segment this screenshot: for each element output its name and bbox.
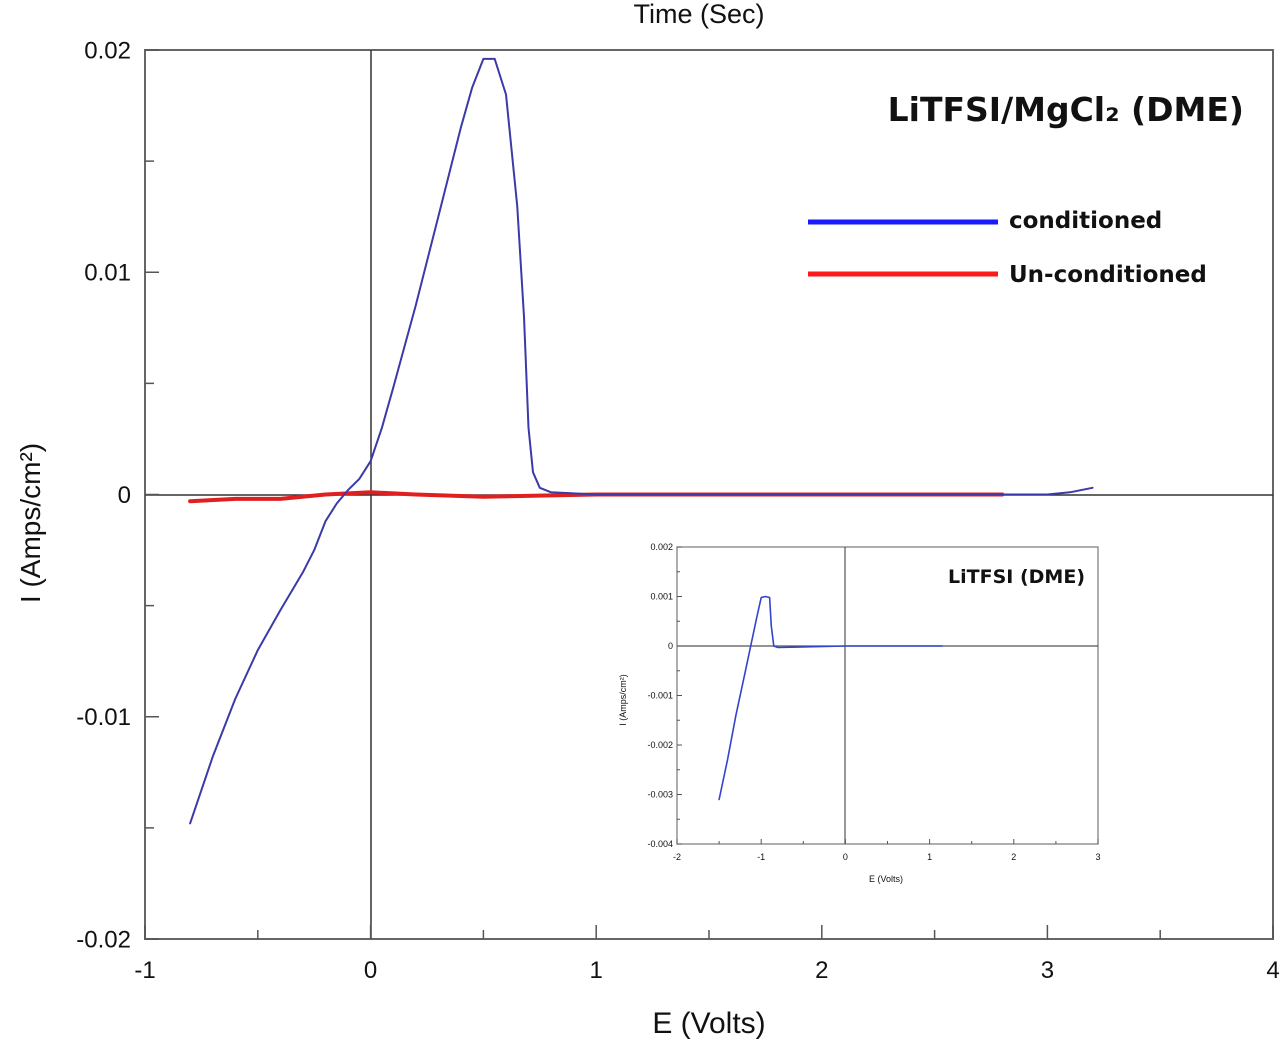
y-tick-label: -0.001 bbox=[647, 691, 673, 701]
inset-x-axis-label: E (Volts) bbox=[869, 874, 903, 884]
y-tick-label: -0.002 bbox=[647, 740, 673, 750]
main-plot: -1 0 1 2 3 4 0.02 0.01 0 -0.01 -0.02 LiTFSI/MgCl₂ … bbox=[15, 37, 1280, 1040]
x-tick-label: 0 bbox=[364, 957, 377, 984]
inset-y-axis-label: I (Amps/cm²) bbox=[618, 674, 628, 726]
y-tick-label: -0.004 bbox=[647, 839, 673, 849]
series-line-conditioned bbox=[189, 57, 1094, 825]
legend-label-unconditioned: Un-conditioned bbox=[1009, 262, 1207, 288]
top-axis-label: Time (Sec) bbox=[633, 0, 764, 29]
main-x-axis-label: E (Volts) bbox=[652, 1007, 765, 1040]
x-tick-label: 3 bbox=[1041, 957, 1054, 984]
y-tick-label: 0 bbox=[668, 641, 673, 651]
main-tick-labels: -1 0 1 2 3 4 0.02 0.01 0 -0.01 -0.02 bbox=[76, 37, 1279, 984]
x-tick-label: -1 bbox=[757, 852, 765, 862]
x-tick-label: 1 bbox=[927, 852, 932, 862]
x-tick-label: 3 bbox=[1095, 852, 1100, 862]
legend-label-conditioned: conditioned bbox=[1009, 208, 1162, 234]
y-tick-label: 0.001 bbox=[650, 592, 673, 602]
x-tick-label: 0 bbox=[843, 852, 848, 862]
main-chart-title: LiTFSI/MgCl₂ (DME) bbox=[888, 90, 1244, 129]
x-tick-label: 2 bbox=[815, 957, 828, 984]
y-tick-label: 0.01 bbox=[84, 260, 131, 287]
main-y-axis-label: I (Amps/cm²) bbox=[15, 443, 46, 603]
inset-ticks bbox=[676, 546, 1099, 845]
y-tick-label: -0.003 bbox=[647, 790, 673, 800]
inset-plot: -2 -1 0 1 2 3 0.002 0.001 0 -0.001 -0.002 -0.003 -0.… bbox=[618, 542, 1101, 884]
inset-series bbox=[718, 595, 944, 801]
x-tick-label: -1 bbox=[134, 957, 155, 984]
inset-chart-title: LiTFSI (DME) bbox=[948, 566, 1085, 588]
x-tick-label: 4 bbox=[1266, 957, 1279, 984]
y-tick-label: 0.002 bbox=[650, 542, 673, 552]
main-series bbox=[188, 57, 1094, 825]
x-tick-label: -2 bbox=[673, 852, 681, 862]
inset-plot-background bbox=[677, 547, 1098, 844]
inset-tick-labels: -2 -1 0 1 2 3 0.002 0.001 0 -0.001 -0.002 -0.003 -0.… bbox=[647, 542, 1100, 862]
y-tick-label: 0.02 bbox=[84, 37, 131, 64]
legend: conditioned Un-conditioned bbox=[808, 208, 1207, 288]
y-tick-label: -0.01 bbox=[76, 704, 131, 731]
y-tick-label: -0.02 bbox=[76, 926, 131, 953]
x-tick-label: 1 bbox=[590, 957, 603, 984]
x-tick-label: 2 bbox=[1011, 852, 1016, 862]
y-tick-label: 0 bbox=[118, 482, 131, 509]
series-line-litfsi-dme- bbox=[718, 595, 944, 801]
main-ticks bbox=[144, 49, 1274, 940]
